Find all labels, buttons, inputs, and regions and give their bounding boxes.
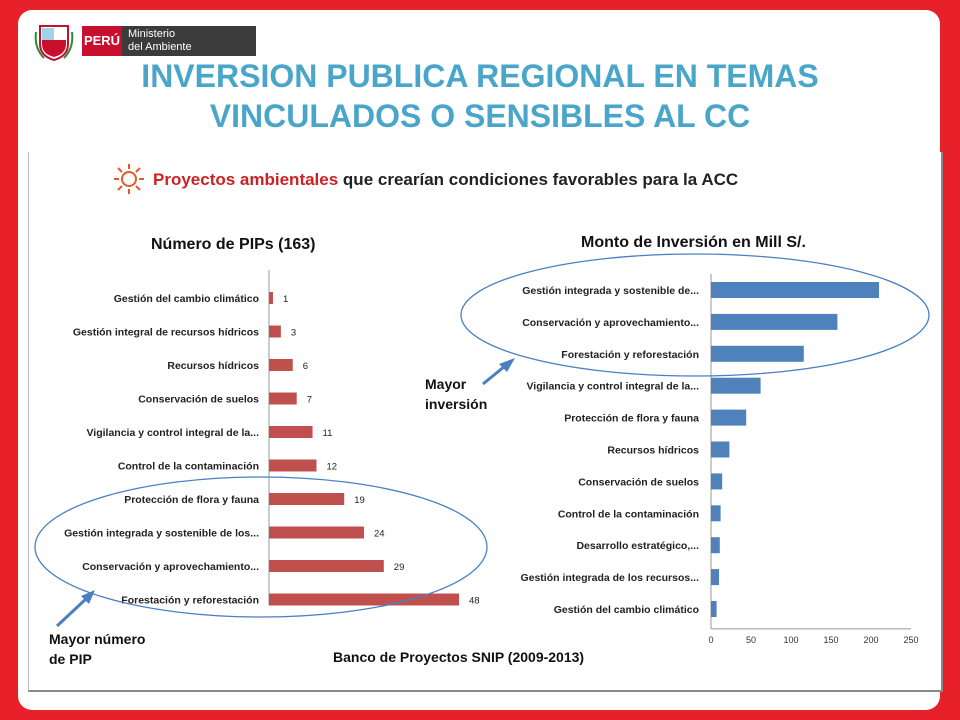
- left-bar: [269, 593, 459, 606]
- right-highlight-ellipse: [460, 253, 930, 377]
- left-category-label: Protección de flora y fauna: [124, 494, 259, 506]
- right-category-label: Conservación de suelos: [578, 476, 699, 488]
- title-line-2: VINCULADOS O SENSIBLES AL CC: [209, 98, 751, 134]
- right-category-label: Recursos hídricos: [607, 445, 699, 457]
- right-bar: [711, 409, 747, 426]
- left-arrow-icon: [55, 590, 95, 628]
- left-category-label: Control de la contaminación: [118, 461, 259, 473]
- right-bar: [711, 345, 804, 362]
- right-x-tick-label: 250: [903, 635, 918, 645]
- right-bar-chart: Gestión integrada y sostenible de... Cons…: [520, 274, 919, 645]
- left-category-label: Conservación de suelos: [138, 394, 259, 406]
- left-bar: [269, 459, 317, 472]
- left-highlight-ellipse: [34, 476, 488, 618]
- right-category-label: Vigilancia y control integral de la...: [526, 381, 699, 393]
- subtitle: Proyectos ambientales que crearían condi…: [153, 170, 738, 189]
- peru-label: PERÚ: [82, 26, 122, 56]
- right-bar: [711, 377, 761, 394]
- ministerio-label: Ministerio del Ambiente: [122, 26, 256, 56]
- right-category-label: Conservación y aprovechamiento...: [522, 317, 699, 329]
- left-category-label: Vigilancia y control integral de la...: [86, 427, 259, 439]
- right-x-tick-label: 100: [783, 635, 798, 645]
- chart-panel: Proyectos ambientales que crearían condi…: [28, 152, 943, 692]
- right-category-label: Gestión integrada y sostenible de...: [522, 285, 699, 297]
- right-bar: [711, 313, 838, 330]
- ministry-logo: PERÚ Ministerio del Ambiente: [34, 14, 256, 66]
- left-bar: [269, 526, 364, 539]
- left-bar-value: 11: [323, 428, 333, 439]
- left-bar-value: 48: [469, 596, 480, 607]
- ministerio-line2: del Ambiente: [128, 41, 192, 53]
- right-bar: [711, 601, 717, 617]
- right-chart-title: Monto de Inversión en Mill S/.: [581, 234, 806, 251]
- left-bar-value: 1: [283, 294, 288, 305]
- left-category-label: Forestación y reforestación: [121, 595, 259, 607]
- left-chart-title: Número de PIPs (163): [151, 236, 316, 253]
- left-bar-value: 29: [394, 562, 405, 573]
- ministerio-line1: Ministerio: [128, 28, 176, 40]
- left-bar: [269, 493, 345, 505]
- right-category-label: Desarrollo estratégico,...: [576, 540, 699, 552]
- left-bar-value: 24: [374, 529, 385, 540]
- right-category-label: Gestión del cambio climático: [554, 604, 699, 616]
- right-annotation-line2: inversión: [425, 396, 487, 412]
- right-category-label: Control de la contaminación: [558, 508, 699, 520]
- peru-crest-icon: [34, 25, 74, 62]
- charts-svg: Proyectos ambientales que crearían condi…: [34, 164, 930, 667]
- right-x-tick-label: 150: [823, 635, 838, 645]
- left-annotation-line2: de PIP: [49, 651, 92, 667]
- right-bar: [711, 473, 723, 490]
- left-bar: [269, 560, 384, 572]
- right-arrow-icon: [482, 358, 515, 386]
- left-bar-value: 12: [327, 462, 338, 473]
- right-annotation-line1: Mayor: [425, 376, 467, 392]
- right-bar: [711, 282, 879, 298]
- left-category-label: Recursos hídricos: [167, 360, 259, 372]
- left-category-label: Gestión del cambio climático: [114, 293, 259, 305]
- title-line-1: INVERSION PUBLICA REGIONAL EN TEMAS: [141, 58, 819, 94]
- right-x-tick-label: 200: [863, 635, 878, 645]
- left-annotation-line1: Mayor número: [49, 631, 145, 647]
- left-bar: [269, 292, 273, 304]
- left-category-label: Gestión integral de recursos hídricos: [73, 327, 259, 339]
- right-bar: [711, 537, 720, 554]
- left-category-label: Gestión integrada y sostenible de los...: [64, 528, 259, 540]
- left-bar: [269, 426, 313, 438]
- left-bar-value: 7: [307, 395, 312, 406]
- left-bar-value: 3: [291, 328, 296, 339]
- source-footer: Banco de Proyectos SNIP (2009-2013): [333, 649, 584, 665]
- right-category-label: Gestión integrada de los recursos...: [520, 572, 699, 584]
- subtitle-rest: que crearían condiciones favorables para…: [338, 170, 738, 189]
- right-x-tick-label: 0: [708, 635, 713, 645]
- sun-icon: [114, 164, 144, 194]
- right-bar: [711, 441, 730, 458]
- right-category-label: Protección de flora y fauna: [564, 413, 699, 425]
- left-bar: [269, 359, 293, 371]
- subtitle-highlight: Proyectos ambientales: [153, 170, 338, 189]
- left-bar: [269, 325, 281, 338]
- right-category-label: Forestación y reforestación: [561, 349, 699, 361]
- left-bar-chart: Gestión del cambio climático 1 Gestión int…: [64, 270, 480, 607]
- left-category-label: Conservación y aprovechamiento...: [82, 561, 259, 573]
- left-bar-value: 6: [303, 361, 308, 372]
- left-bar: [269, 392, 297, 405]
- left-bar-value: 19: [354, 495, 365, 506]
- page-title: INVERSION PUBLICA REGIONAL EN TEMAS VINC…: [0, 56, 960, 136]
- right-bar: [711, 569, 719, 586]
- right-bar: [711, 505, 721, 522]
- right-x-tick-label: 50: [746, 635, 756, 645]
